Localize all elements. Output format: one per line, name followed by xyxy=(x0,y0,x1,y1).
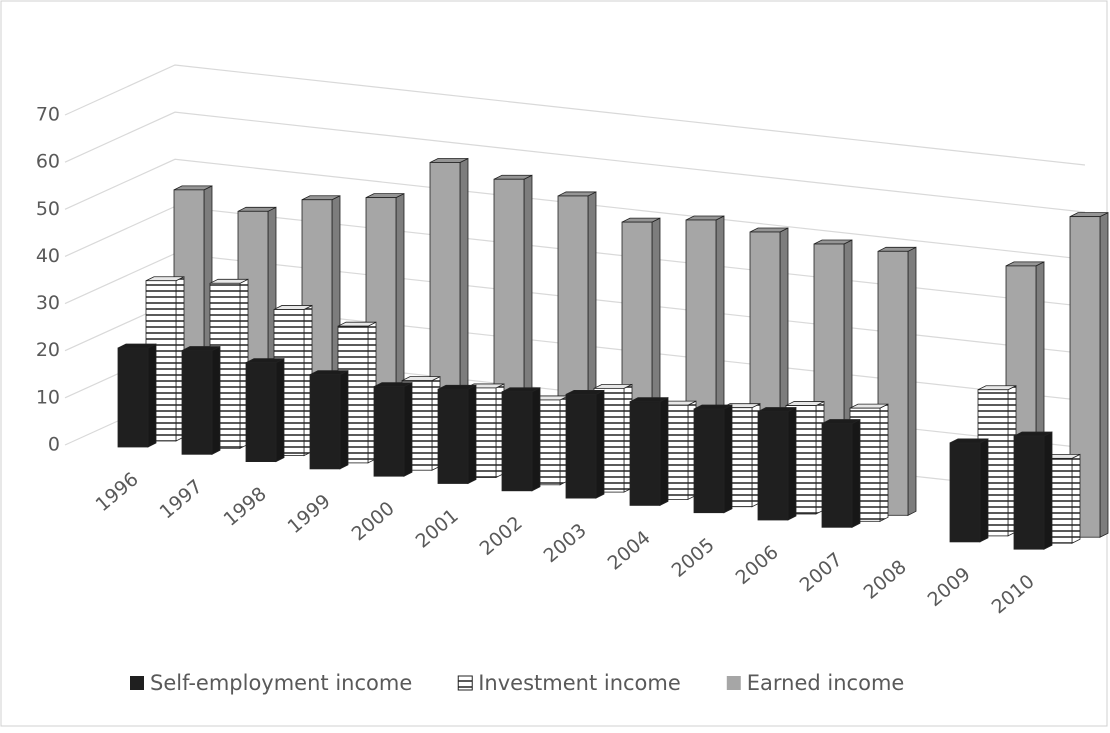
bar xyxy=(565,393,597,499)
bar-side xyxy=(1099,211,1109,538)
legend-swatch xyxy=(457,675,473,691)
bar xyxy=(373,386,405,477)
bar-side xyxy=(979,438,989,543)
bar xyxy=(693,408,725,514)
y-tick-label: 30 xyxy=(36,292,60,314)
legend-label: Investment income xyxy=(478,671,681,695)
bar-side xyxy=(595,389,605,499)
bar-side xyxy=(879,403,889,522)
bar-side xyxy=(723,404,733,514)
y-tick-label: 0 xyxy=(48,434,60,456)
legend-swatch xyxy=(726,676,741,690)
bar xyxy=(437,388,469,484)
legend-label: Earned income xyxy=(747,671,905,695)
bar-side xyxy=(1071,453,1081,544)
bar xyxy=(1013,435,1045,550)
legend: Self-employment income Investment income E… xyxy=(130,671,904,695)
bar-side xyxy=(339,369,349,470)
bar xyxy=(629,401,661,506)
legend-label: Self-employment income xyxy=(150,671,412,695)
y-tick-label: 10 xyxy=(36,386,60,408)
grid-line xyxy=(64,111,1086,213)
bar-side xyxy=(907,246,917,516)
bar-side xyxy=(851,418,861,528)
bar-side xyxy=(467,384,477,485)
bar-side xyxy=(403,381,413,477)
bar xyxy=(949,442,981,543)
grid-line xyxy=(64,158,1086,260)
bar-side xyxy=(147,343,157,448)
y-tick-label: 60 xyxy=(36,151,60,173)
bar xyxy=(245,362,277,463)
bar xyxy=(757,411,789,521)
y-tick-label: 50 xyxy=(36,198,60,220)
legend-swatch xyxy=(130,676,144,690)
bars xyxy=(117,157,1109,550)
y-tick-label: 40 xyxy=(36,245,60,267)
bar-side xyxy=(275,357,285,463)
bar-side xyxy=(1043,431,1053,550)
bar xyxy=(501,391,533,492)
bar xyxy=(117,347,149,448)
y-tick-label: 70 xyxy=(36,104,60,126)
bar-side xyxy=(211,345,221,455)
bar-side xyxy=(787,406,797,521)
bar xyxy=(181,350,213,455)
y-tick-label: 20 xyxy=(36,339,60,361)
bar-side xyxy=(531,387,541,492)
bar xyxy=(309,374,341,470)
grid-line xyxy=(64,64,1086,166)
bar xyxy=(821,423,853,528)
bar-side xyxy=(659,397,669,507)
